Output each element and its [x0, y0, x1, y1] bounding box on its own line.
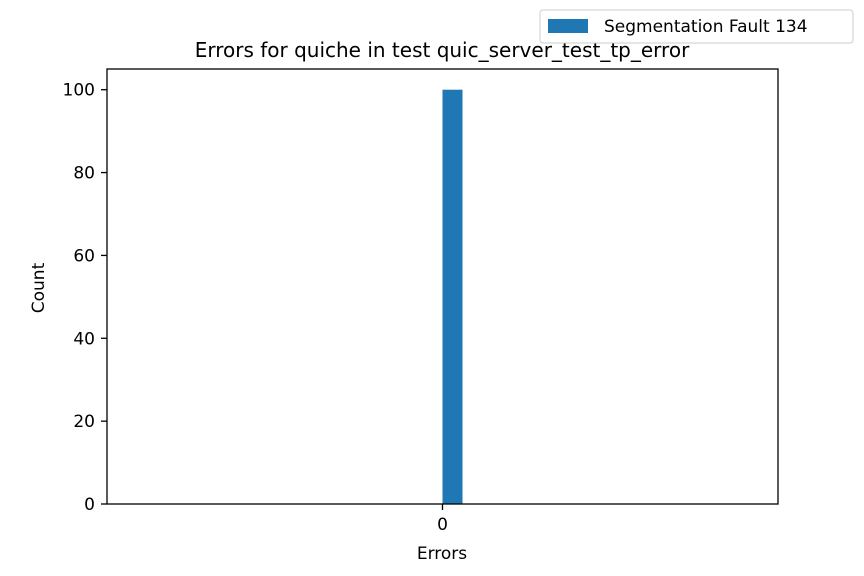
legend-label: Segmentation Fault 134 [604, 17, 808, 37]
legend-swatch [548, 19, 588, 33]
x-axis-ticks: 0 [437, 504, 448, 535]
y-tick-label: 0 [84, 495, 95, 515]
x-tick-label: 0 [437, 515, 448, 535]
legend: Segmentation Fault 134 [539, 9, 854, 44]
y-tick-label: 60 [73, 246, 95, 266]
y-tick-label: 80 [73, 164, 95, 184]
bar-0 [442, 89, 463, 504]
x-axis-label: Errors [417, 544, 467, 564]
y-axis-label: Count [29, 262, 49, 313]
plot-area [442, 89, 463, 504]
y-tick-label: 100 [63, 81, 95, 101]
y-tick-label: 20 [73, 412, 95, 432]
y-axis-ticks: 0 20 40 60 80 100 [63, 81, 107, 515]
legend-box [539, 9, 854, 44]
axes-frame [106, 68, 779, 505]
y-tick-label: 40 [73, 329, 95, 349]
